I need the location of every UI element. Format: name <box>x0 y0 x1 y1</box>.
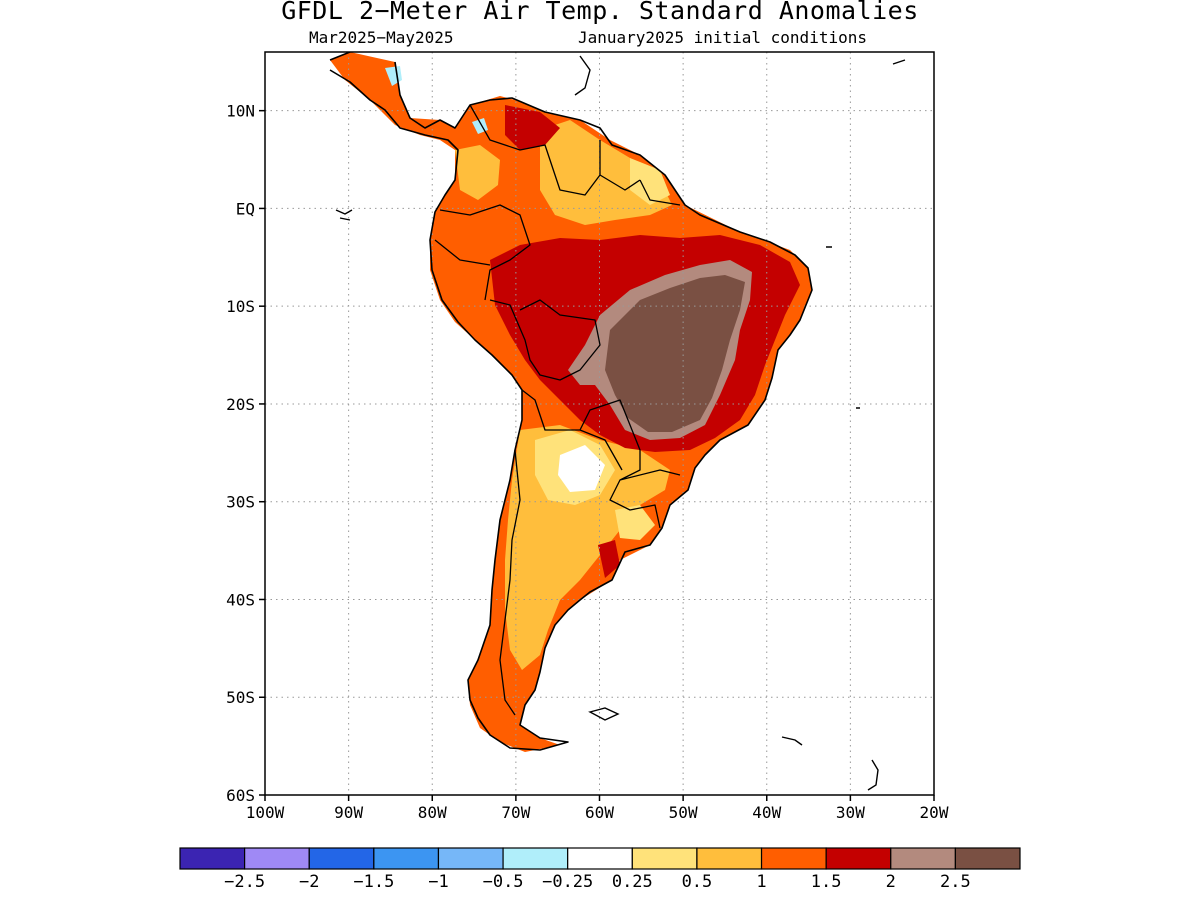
x-tick-label: 60W <box>585 803 614 822</box>
y-tick-label: 10S <box>226 297 255 316</box>
x-tick-label: 50W <box>669 803 698 822</box>
colorbar-swatch <box>308 847 375 870</box>
figure-title: GFDL 2−Meter Air Temp. Standard Anomalie… <box>281 0 919 25</box>
colorbar-swatch <box>760 847 827 870</box>
x-tick-label: 20W <box>920 803 949 822</box>
anomaly-region-0.25 <box>558 445 605 492</box>
y-tick-label: 30S <box>226 493 255 512</box>
colorbar-label: −1.5 <box>353 872 394 892</box>
south-america-coastline <box>329 52 813 751</box>
y-tick-label: 10N <box>226 102 255 121</box>
anomaly-field <box>330 52 812 752</box>
anomaly-region-0.5-north <box>630 158 670 205</box>
x-tick-label: 80W <box>418 803 447 822</box>
x-tick-label: 40W <box>752 803 781 822</box>
forecast-period: Mar2025−May2025 <box>309 28 454 47</box>
colorbar-label: −0.25 <box>542 872 593 892</box>
colorbar-swatch <box>179 847 246 870</box>
colorbar-label: −1 <box>428 872 448 892</box>
south-sandwich <box>867 759 879 791</box>
x-tick-label: 70W <box>501 803 530 822</box>
falkland-islands <box>588 707 620 721</box>
initial-conditions: January2025 initial conditions <box>578 28 867 47</box>
colorbar-swatch <box>244 847 310 870</box>
anomaly-region-above-2.5 <box>605 275 745 432</box>
y-tick-label: 20S <box>226 395 255 414</box>
y-tick-label: 60S <box>226 786 255 805</box>
anomaly-region-1-andes <box>455 145 500 200</box>
colorbar-swatch <box>631 847 698 870</box>
colorbar-label: 1.5 <box>811 872 842 892</box>
country-borders <box>434 104 681 716</box>
x-tick-label: 100W <box>246 803 285 822</box>
map-axes: 100W 90W 80W 70W 60W 50W 40W 30W 20W 10N EQ 10S 20S 3… <box>226 102 949 822</box>
colorbar: −2.5 −2 −1.5 −1 −0.5 −0.25 0.25 0.5 1 1.5 2 2.5 <box>179 847 1021 892</box>
colorbar-swatch <box>373 847 440 870</box>
colorbar-swatch <box>890 847 956 870</box>
colorbar-label: 2.5 <box>940 872 971 892</box>
y-tick-label: 50S <box>226 688 255 707</box>
coastlines <box>329 52 813 751</box>
x-tick-label: 90W <box>334 803 363 822</box>
colorbar-swatch <box>502 847 569 870</box>
colorbar-label: 0.5 <box>682 872 713 892</box>
colorbar-swatch <box>825 847 892 870</box>
colorbar-label: −0.5 <box>483 872 524 892</box>
colorbar-label: 1 <box>756 872 766 892</box>
anomaly-region-2-north <box>505 105 560 150</box>
colorbar-swatch <box>437 847 504 870</box>
anomaly-region-0.5-east <box>615 505 655 540</box>
south-georgia <box>781 736 803 746</box>
colorbar-label: 2 <box>886 872 896 892</box>
colorbar-swatch <box>567 847 633 870</box>
islands <box>335 55 906 791</box>
x-tick-label: 30W <box>836 803 865 822</box>
y-tick-label: EQ <box>236 199 255 218</box>
fernando-de-noronha <box>826 246 860 409</box>
anomaly-region-1-north <box>540 120 672 225</box>
colorbar-label: −2 <box>299 872 319 892</box>
colorbar-label: 0.25 <box>612 872 653 892</box>
colorbar-swatch <box>696 847 763 870</box>
anomaly-region-2-south <box>598 540 620 578</box>
y-tick-label: 40S <box>226 590 255 609</box>
caribbean-islands <box>574 55 906 96</box>
colorbar-label: −2.5 <box>224 872 265 892</box>
map-gridlines <box>265 52 934 795</box>
colorbar-swatch <box>954 847 1021 870</box>
galapagos-islands <box>335 209 353 221</box>
